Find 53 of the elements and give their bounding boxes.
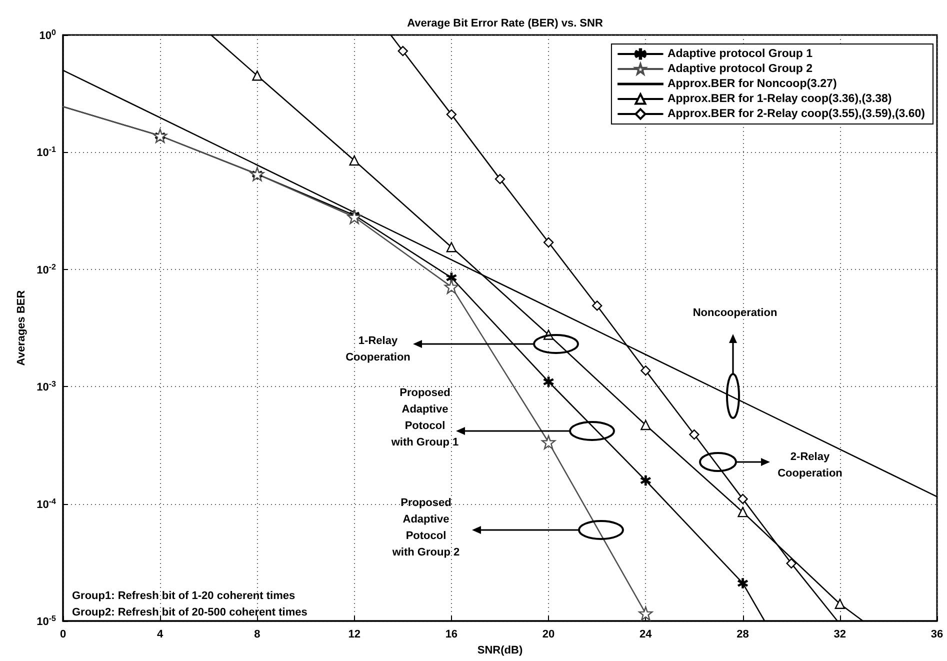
point <box>738 578 748 588</box>
y-tick-label: 10$^{-1}$ <box>36 144 57 160</box>
legend-label: Approx.BER for 2-Relay coop(3.55),(3.59),(3.60) <box>667 108 926 120</box>
y-axis-title: Averages BER <box>16 290 28 366</box>
point <box>543 376 554 387</box>
point <box>349 155 360 166</box>
x-tick-label: 20 <box>542 628 555 640</box>
point <box>252 70 262 81</box>
point <box>494 174 506 184</box>
annotation: Noncooperation <box>692 306 778 319</box>
x-tick-label: 4 <box>157 628 164 640</box>
y-tick-label: 10$^{-2}$ <box>36 262 57 276</box>
legend-label: Adaptive protocol Group 1 <box>667 48 814 60</box>
point <box>446 109 457 120</box>
point <box>541 435 556 450</box>
point <box>446 242 457 252</box>
point <box>834 598 845 609</box>
point <box>640 475 651 486</box>
point <box>347 210 362 224</box>
point <box>444 280 459 294</box>
y-tick-label: 10$^{-3}$ <box>36 379 57 394</box>
annotation: Group2: Refresh bit of 20-500 coherent times <box>72 606 308 618</box>
x-tick-label: 8 <box>254 628 260 640</box>
y-tick-label: 10$^{-5}$ <box>36 614 57 628</box>
point <box>398 46 408 56</box>
point <box>689 429 700 440</box>
x-axis-title: SNR(dB) <box>477 644 523 656</box>
annotation: Proposed Adaptive Potocol with Group 2 <box>391 496 460 558</box>
point <box>592 300 602 311</box>
x-tick-label: 24 <box>640 628 653 640</box>
x-tick-label: 28 <box>736 628 749 640</box>
y-tick-label: 10$^{0}$ <box>39 28 57 42</box>
annotation: Proposed Adaptive Potocol with Group 1 <box>390 386 459 448</box>
x-tick-label: 32 <box>834 628 846 640</box>
point <box>638 606 653 621</box>
x-tick-label: 36 <box>930 628 944 640</box>
point <box>786 558 796 569</box>
annotation: Group1: Refresh bit of 1-20 coherent times <box>72 590 296 602</box>
legend-label: Approx.BER for 1-Relay coop(3.36),(3.38) <box>667 93 892 105</box>
x-tick-label: 12 <box>348 628 360 640</box>
chart-title: Average Bit Error Rate (BER) vs. SNR <box>407 18 603 30</box>
point <box>640 420 651 430</box>
point <box>640 365 651 376</box>
point <box>738 506 748 518</box>
point <box>738 494 748 504</box>
legend-label: Approx.BER for Noncoop(3.27) <box>667 78 837 90</box>
point <box>543 237 554 248</box>
annotation: 2-Relay Cooperation <box>778 450 843 480</box>
y-tick-label: 10$^{-4}$ <box>36 496 57 511</box>
x-tick-label: 16 <box>445 628 458 640</box>
x-tick-label: 0 <box>60 628 66 640</box>
annotation: 1-Relay Cooperation <box>346 334 411 364</box>
legend-label: Adaptive protocol Group 2 <box>667 63 813 75</box>
